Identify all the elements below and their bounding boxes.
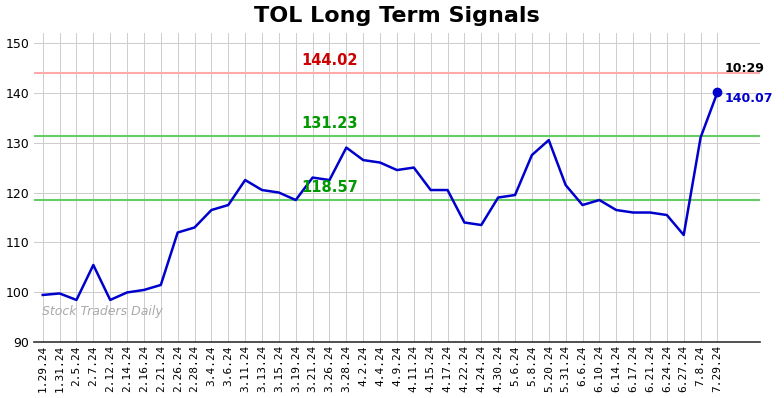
Text: 10:29: 10:29	[724, 62, 764, 75]
Text: 144.02: 144.02	[301, 53, 358, 68]
Text: 140.07: 140.07	[724, 92, 773, 105]
Title: TOL Long Term Signals: TOL Long Term Signals	[254, 6, 540, 25]
Text: 131.23: 131.23	[301, 117, 358, 131]
Text: 118.57: 118.57	[301, 179, 358, 195]
Text: Stock Traders Daily: Stock Traders Daily	[42, 304, 162, 318]
